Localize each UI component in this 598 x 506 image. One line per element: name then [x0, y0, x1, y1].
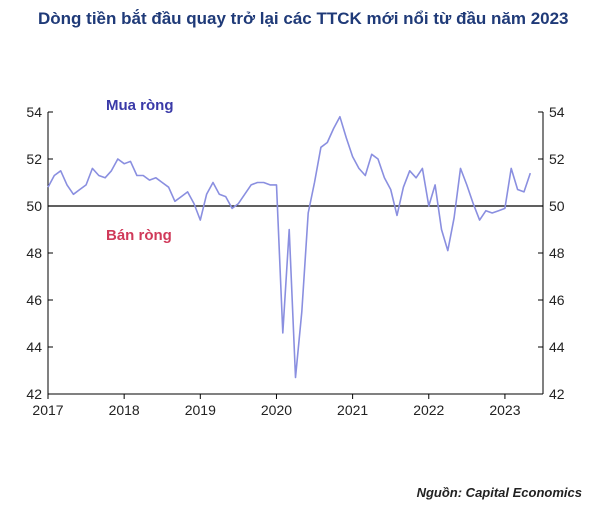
annotation-net-buy: Mua ròng [106, 97, 174, 114]
y-tick-label-right: 42 [549, 386, 565, 402]
tick-labels: 42 42 44 44 46 46 48 48 50 50 52 52 54 54 2017 2018 2019… [26, 104, 564, 418]
y-tick-label-left: 48 [26, 245, 42, 261]
y-tick-label-right: 50 [549, 198, 565, 214]
y-tick-label-left: 52 [26, 151, 42, 167]
series-line [47, 115, 532, 379]
y-tick-label-right: 46 [549, 292, 565, 308]
x-tick-label: 2022 [413, 402, 444, 418]
y-tick-label-left: 42 [26, 386, 42, 402]
x-tick-label: 2020 [261, 402, 292, 418]
y-tick-label-left: 44 [26, 339, 42, 355]
x-tick-label: 2017 [32, 402, 63, 418]
y-tick-label-right: 54 [549, 104, 565, 120]
y-tick-label-left: 46 [26, 292, 42, 308]
annotation-net-sell: Bán ròng [106, 227, 172, 244]
y-tick-label-right: 52 [549, 151, 565, 167]
y-tick-label-left: 54 [26, 104, 42, 120]
source-note: Nguồn: Capital Economics [416, 485, 582, 500]
y-tick-label-right: 44 [549, 339, 565, 355]
x-tick-label: 2018 [109, 402, 140, 418]
chart-title: Dòng tiền bắt đầu quay trở lại các TTCK … [38, 9, 569, 28]
x-tick-label: 2023 [489, 402, 520, 418]
x-tick-label: 2019 [185, 402, 216, 418]
series-group [47, 115, 532, 379]
y-tick-label-right: 48 [549, 245, 565, 261]
y-tick-label-left: 50 [26, 198, 42, 214]
chart-axes [47, 111, 544, 399]
x-tick-label: 2021 [337, 402, 368, 418]
